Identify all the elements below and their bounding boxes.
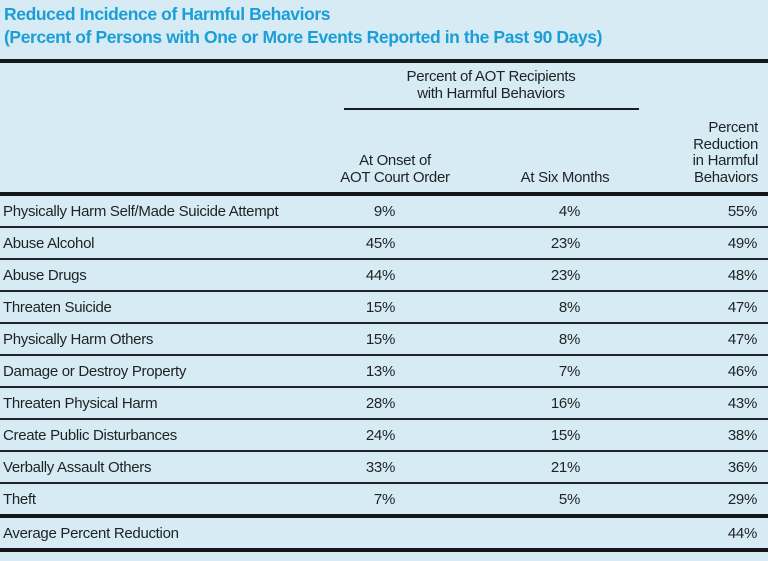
behavior-label: Physically Harm Others xyxy=(0,323,340,356)
table-footer: Average Percent Reduction 44% xyxy=(0,516,768,552)
onset-value: 13% xyxy=(340,355,450,388)
reduction-value: 47% xyxy=(680,291,768,324)
six-months-value: 8% xyxy=(450,291,680,324)
reduction-value: 43% xyxy=(680,387,768,420)
reduction-value: 47% xyxy=(680,323,768,356)
column-header-six-months: At Six Months xyxy=(450,115,680,196)
figure-title-line2: (Percent of Persons with One or More Eve… xyxy=(4,27,603,47)
behavior-label: Theft xyxy=(0,483,340,518)
six-months-value: 5% xyxy=(450,483,680,518)
six-months-value: 15% xyxy=(450,419,680,452)
behavior-label: Threaten Suicide xyxy=(0,291,340,324)
table-row: Damage or Destroy Property 13% 7% 46% xyxy=(0,355,768,388)
table-row: Verbally Assault Others 33% 21% 36% xyxy=(0,451,768,484)
figure-title-line1: Reduced Incidence of Harmful Behaviors xyxy=(4,4,331,24)
behavior-label: Damage or Destroy Property xyxy=(0,355,340,388)
table-row: Abuse Drugs 44% 23% 48% xyxy=(0,259,768,292)
figure-title: Reduced Incidence of Harmful Behaviors (… xyxy=(0,0,768,59)
six-months-value: 21% xyxy=(450,451,680,484)
behavior-label: Abuse Alcohol xyxy=(0,227,340,260)
table-row: Theft 7% 5% 29% xyxy=(0,483,768,518)
six-months-value: 4% xyxy=(450,194,680,228)
group-header-cell: Percent of AOT Recipients with Harmful B… xyxy=(340,61,680,115)
empty-header-cell xyxy=(0,61,340,196)
table-row: Physically Harm Others 15% 8% 47% xyxy=(0,323,768,356)
table-body: Physically Harm Self/Made Suicide Attemp… xyxy=(0,194,768,518)
six-months-value: 23% xyxy=(450,227,680,260)
onset-value: 7% xyxy=(340,483,450,518)
onset-value: 15% xyxy=(340,323,450,356)
reduction-value: 46% xyxy=(680,355,768,388)
reduction-value: 48% xyxy=(680,259,768,292)
table-row: Threaten Physical Harm 28% 16% 43% xyxy=(0,387,768,420)
six-months-value: 8% xyxy=(450,323,680,356)
table-row: Abuse Alcohol 45% 23% 49% xyxy=(0,227,768,260)
behavior-label: Abuse Drugs xyxy=(0,259,340,292)
reduction-value: 36% xyxy=(680,451,768,484)
table-row: Threaten Suicide 15% 8% 47% xyxy=(0,291,768,324)
behavior-label: Create Public Disturbances xyxy=(0,419,340,452)
average-row: Average Percent Reduction 44% xyxy=(0,516,768,552)
harmful-behaviors-table: Percent of AOT Recipients with Harmful B… xyxy=(0,59,768,552)
table-row: Create Public Disturbances 24% 15% 38% xyxy=(0,419,768,452)
reduction-value: 29% xyxy=(680,483,768,518)
reduction-value: 55% xyxy=(680,194,768,228)
column-header-onset: At Onset of AOT Court Order xyxy=(340,115,450,196)
behavior-label: Verbally Assault Others xyxy=(0,451,340,484)
column-header-reduction: Percent Reduction in Harmful Behaviors xyxy=(680,61,768,196)
onset-value: 45% xyxy=(340,227,450,260)
reduction-value: 49% xyxy=(680,227,768,260)
group-header-text: Percent of AOT Recipients with Harmful B… xyxy=(343,68,639,110)
onset-value: 24% xyxy=(340,419,450,452)
six-months-value: 23% xyxy=(450,259,680,292)
onset-value: 44% xyxy=(340,259,450,292)
behavior-label: Physically Harm Self/Made Suicide Attemp… xyxy=(0,194,340,228)
average-value: 44% xyxy=(680,516,768,552)
six-months-value: 7% xyxy=(450,355,680,388)
average-label: Average Percent Reduction xyxy=(0,516,680,552)
six-months-value: 16% xyxy=(450,387,680,420)
table-row: Physically Harm Self/Made Suicide Attemp… xyxy=(0,194,768,228)
reduction-value: 38% xyxy=(680,419,768,452)
onset-value: 33% xyxy=(340,451,450,484)
behavior-label: Threaten Physical Harm xyxy=(0,387,340,420)
table-header: Percent of AOT Recipients with Harmful B… xyxy=(0,61,768,196)
onset-value: 15% xyxy=(340,291,450,324)
onset-value: 28% xyxy=(340,387,450,420)
onset-value: 9% xyxy=(340,194,450,228)
